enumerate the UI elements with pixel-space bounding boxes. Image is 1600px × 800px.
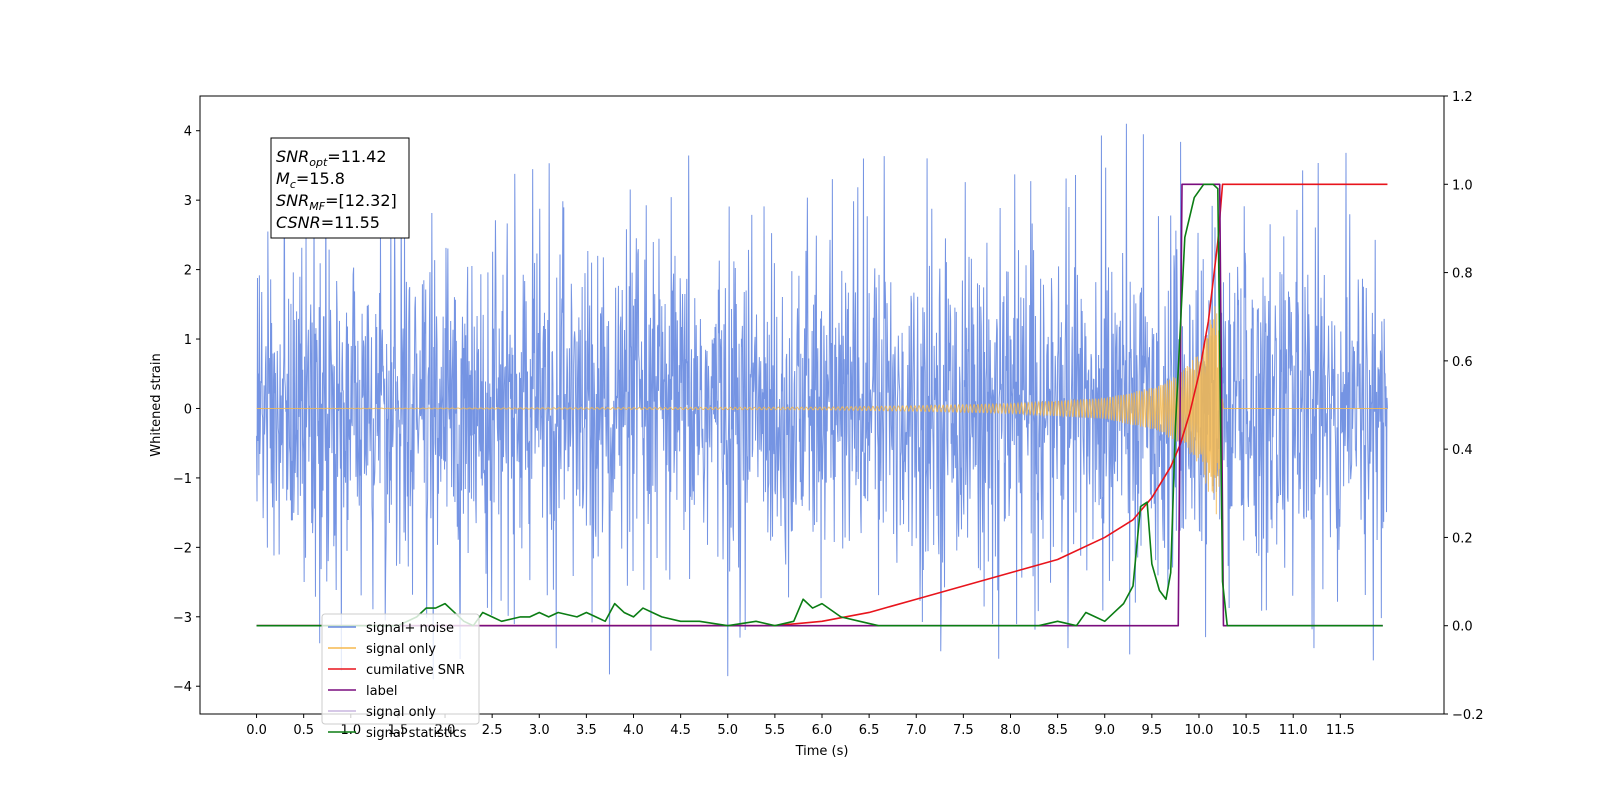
annotation-line: Mc=15.8 bbox=[276, 169, 345, 191]
x-tick-label: 10.0 bbox=[1184, 723, 1213, 738]
annotation-frame bbox=[270, 137, 410, 239]
y-tick-label: 0 bbox=[184, 402, 192, 417]
x-tick-label: 5.0 bbox=[717, 723, 738, 738]
y-tick-label: −2 bbox=[173, 541, 192, 556]
x-tick-label: 5.5 bbox=[765, 723, 786, 738]
y-tick-label: −4 bbox=[173, 680, 192, 695]
series-signal-noise-line bbox=[256, 123, 1388, 680]
y2-tick-label: 0.0 bbox=[1452, 620, 1473, 635]
annotation-subscript: opt bbox=[309, 156, 328, 169]
annotation-value: =15.8 bbox=[296, 169, 345, 188]
annotation-symbol: SNR bbox=[276, 147, 309, 166]
x-axis: 0.0 0.5 1.0 1.5 2.0 2.5 3.0 3.5 4.0 4.5 5.0 5.5 6.0 6… bbox=[246, 714, 1355, 738]
x-tick-label: 8.0 bbox=[1000, 723, 1021, 738]
x-tick-label: 11.5 bbox=[1326, 723, 1355, 738]
x-tick-label: 8.5 bbox=[1047, 723, 1068, 738]
y2-tick-label: 0.6 bbox=[1452, 355, 1473, 370]
x-tick-label: 9.5 bbox=[1142, 723, 1163, 738]
y2-tick-label: −0.2 bbox=[1452, 708, 1484, 723]
x-tick-label: 11.0 bbox=[1279, 723, 1308, 738]
annotation-value: =11.42 bbox=[327, 147, 386, 166]
legend-label: cumilative SNR bbox=[366, 663, 465, 678]
y-axis-label: Whitened strain bbox=[149, 353, 164, 456]
x-tick-label: 4.0 bbox=[623, 723, 644, 738]
series-signal-only-line bbox=[256, 306, 1388, 515]
annotation-value: =[12.32] bbox=[325, 191, 397, 210]
y-tick-label: 1 bbox=[184, 333, 192, 348]
x-tick-label: 7.5 bbox=[953, 723, 974, 738]
annotation-symbol: CSNR bbox=[276, 213, 321, 232]
x-tick-label: 2.0 bbox=[435, 723, 456, 738]
legend-label: signal only bbox=[366, 642, 436, 657]
x-axis-label: Time (s) bbox=[795, 744, 849, 759]
series-signal-statistics-line bbox=[256, 183, 1383, 627]
x-tick-label: 3.5 bbox=[576, 723, 597, 738]
plot-area bbox=[256, 123, 1388, 680]
legend-label: signal+ noise bbox=[366, 621, 454, 636]
y2-tick-label: 0.2 bbox=[1452, 531, 1473, 546]
annotation-symbol: M bbox=[276, 169, 290, 188]
x-tick-label: 1.0 bbox=[340, 723, 361, 738]
y-tick-label: 4 bbox=[184, 125, 192, 140]
y2-tick-label: 0.8 bbox=[1452, 267, 1473, 282]
annotation-subscript: c bbox=[290, 178, 296, 191]
y-tick-label: −1 bbox=[173, 472, 192, 487]
x-tick-label: 9.0 bbox=[1094, 723, 1115, 738]
x-tick-label: 2.5 bbox=[482, 723, 503, 738]
annotation-line: SNRMF=[12.32] bbox=[276, 191, 397, 213]
x-tick-label: 0.5 bbox=[293, 723, 314, 738]
annotation-symbol: SNR bbox=[276, 191, 309, 210]
annotation-box: SNRopt=11.42Mc=15.8SNRMF=[12.32]CSNR=11.… bbox=[270, 137, 410, 239]
x-tick-label: 1.5 bbox=[388, 723, 409, 738]
legend-label: label bbox=[366, 684, 397, 699]
x-tick-label: 0.0 bbox=[246, 723, 267, 738]
series-cumilative-snr-line bbox=[256, 183, 1388, 627]
x-tick-label: 7.0 bbox=[906, 723, 927, 738]
legend-label: signal only bbox=[366, 705, 436, 720]
annotation-subscript: MF bbox=[309, 200, 325, 213]
annotation-value: =11.55 bbox=[321, 213, 380, 232]
y2-tick-label: 1.2 bbox=[1452, 90, 1473, 105]
legend-frame bbox=[321, 613, 480, 725]
x-tick-label: 10.5 bbox=[1232, 723, 1261, 738]
annotation-line: CSNR=11.55 bbox=[276, 213, 380, 232]
y2-tick-label: 0.4 bbox=[1452, 443, 1473, 458]
x-tick-label: 3.0 bbox=[529, 723, 550, 738]
x-tick-label: 4.5 bbox=[670, 723, 691, 738]
y-tick-label: 3 bbox=[184, 194, 192, 209]
x-tick-label: 6.5 bbox=[859, 723, 880, 738]
x-tick-label: 6.0 bbox=[812, 723, 833, 738]
legend-label: signal statistics bbox=[366, 726, 467, 741]
y-axis-right: −0.2 0.0 0.2 0.4 0.6 0.8 1.0 1.2 bbox=[1444, 90, 1484, 723]
annotation-line: SNRopt=11.42 bbox=[276, 147, 387, 169]
legend: signal+ noise signal only cumilative SNR la… bbox=[321, 613, 480, 741]
y-tick-label: 2 bbox=[184, 264, 192, 279]
y-axis-left: −4 −3 −2 −1 0 1 2 3 4 bbox=[173, 125, 200, 695]
y2-tick-label: 1.0 bbox=[1452, 178, 1473, 193]
y-tick-label: −3 bbox=[173, 611, 192, 626]
